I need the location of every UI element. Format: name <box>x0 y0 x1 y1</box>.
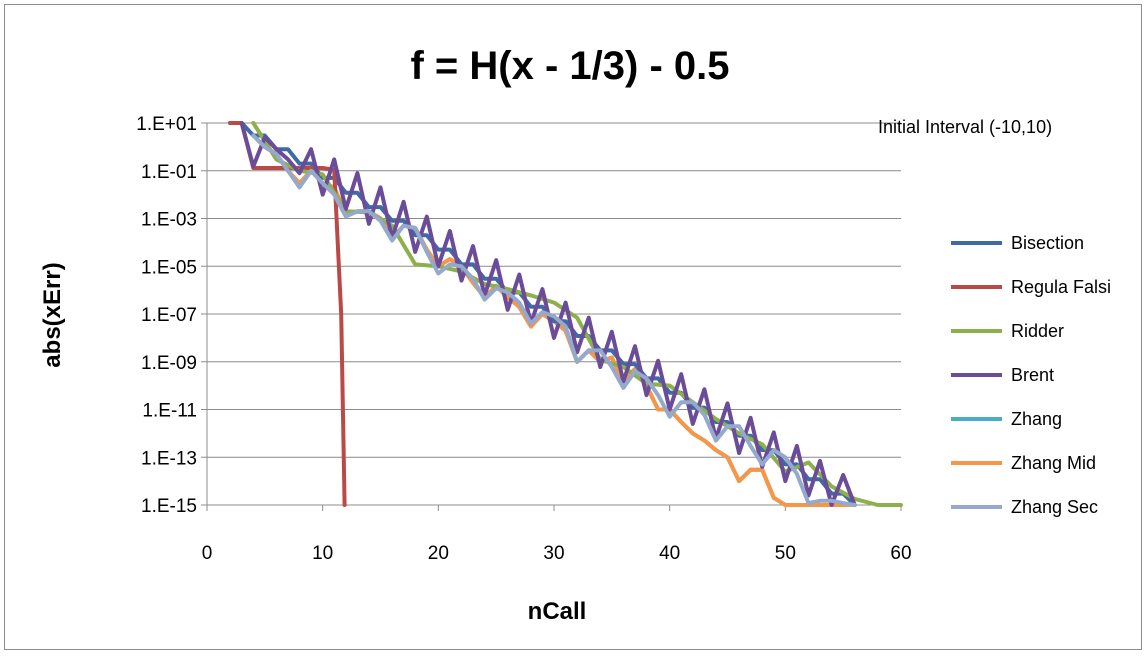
x-tick-label: 20 <box>428 543 449 564</box>
y-tick-label: 1.E-13 <box>141 448 197 469</box>
chart-title: f = H(x - 1/3) - 0.5 <box>411 44 730 88</box>
x-tick-label: 30 <box>543 543 564 564</box>
chart-frame: f = H(x - 1/3) - 0.5 1.E+01 1.E-01 1.E-03 1… <box>4 4 1142 650</box>
legend: Bisection Regula Falsi Ridder Brent Zhang Zha… <box>951 233 1111 517</box>
y-tick-label: 1.E-03 <box>141 210 197 231</box>
y-tick-label: 1.E-09 <box>141 353 197 374</box>
y-tick-label: 1.E-05 <box>141 257 197 278</box>
x-axis-ticks: 0 10 20 30 40 50 60 <box>202 505 912 564</box>
y-tick-label: 1.E-15 <box>141 496 197 517</box>
legend-label: Regula Falsi <box>1011 277 1111 297</box>
legend-label: Zhang Sec <box>1011 497 1098 517</box>
y-tick-label: 1.E-11 <box>142 401 197 422</box>
x-tick-label: 50 <box>775 543 796 564</box>
x-tick-label: 0 <box>202 543 213 564</box>
legend-label: Ridder <box>1011 321 1064 341</box>
plot-area <box>228 121 903 507</box>
x-tick-label: 40 <box>659 543 680 564</box>
series-lines <box>228 121 903 507</box>
initial-interval-annotation: Initial Interval (-10,10) <box>878 117 1052 137</box>
x-axis-title: nCall <box>528 598 587 625</box>
y-axis-title: abs(xErr) <box>39 262 66 367</box>
legend-label: Zhang <box>1011 409 1062 429</box>
series-line-zhang-sec <box>251 133 857 507</box>
legend-label: Bisection <box>1011 233 1084 253</box>
y-tick-label: 1.E-01 <box>141 162 197 183</box>
x-tick-label: 60 <box>890 543 911 564</box>
y-axis-ticks: 1.E+01 1.E-01 1.E-03 1.E-05 1.E-07 1.E-09 1.E-… <box>136 114 207 517</box>
legend-label: Brent <box>1011 365 1054 385</box>
y-tick-label: 1.E-07 <box>141 305 197 326</box>
legend-label: Zhang Mid <box>1011 453 1096 473</box>
chart-svg: f = H(x - 1/3) - 0.5 1.E+011.E-011.E-031… <box>39 44 1111 625</box>
x-tick-label: 10 <box>312 543 333 564</box>
y-tick-label: 1.E+01 <box>136 114 197 135</box>
